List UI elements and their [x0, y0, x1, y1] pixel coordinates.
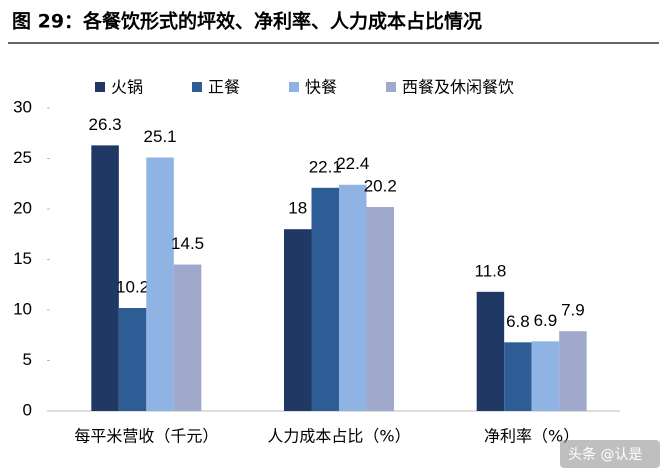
legend-swatch	[289, 82, 299, 92]
bar	[311, 187, 339, 411]
value-label: 25.1	[144, 127, 177, 146]
legend-swatch	[95, 82, 105, 92]
chart-title: 图 29：各餐饮形式的坪效、净利率、人力成本占比情况	[12, 10, 482, 33]
bar	[146, 157, 174, 411]
legend-label: 西餐及休闲餐饮	[402, 78, 514, 97]
legend-swatch	[386, 82, 396, 92]
legend-swatch	[192, 82, 202, 92]
y-tick-label: 5	[23, 350, 32, 369]
y-tick-label: 0	[23, 400, 32, 419]
bar	[504, 342, 532, 411]
value-label: 11.8	[475, 261, 507, 280]
bar	[284, 229, 312, 411]
value-label: 22.4	[336, 154, 369, 173]
y-tick-label: 15	[13, 249, 32, 268]
bar	[366, 206, 394, 411]
x-tick-label: 净利率（%）	[484, 427, 579, 446]
value-label: 26.3	[89, 115, 122, 134]
bar	[91, 145, 119, 411]
bar	[118, 307, 147, 411]
y-tick-label: 25	[13, 148, 32, 167]
value-label: 14.5	[171, 234, 204, 253]
bar	[559, 331, 587, 411]
y-tick-label: 30	[13, 97, 32, 116]
x-tick-label: 人力成本占比（%）	[267, 427, 410, 446]
y-tick-label: 10	[13, 299, 32, 318]
value-label: 20.2	[364, 176, 397, 195]
value-label: 6.9	[534, 311, 558, 330]
watermark: 头条 @认是	[568, 446, 642, 463]
watermark-bg	[560, 440, 660, 468]
legend-label: 火锅	[111, 78, 143, 97]
legend-label: 快餐	[305, 78, 337, 97]
bar	[476, 291, 505, 411]
legend-label: 正餐	[208, 78, 240, 97]
value-label: 7.9	[561, 301, 585, 320]
value-label: 6.8	[506, 312, 530, 331]
value-label: 22.1	[309, 157, 342, 176]
x-tick-label: 每平米营收（千元）	[74, 427, 218, 446]
y-tick-label: 20	[13, 198, 32, 217]
bar	[339, 184, 367, 411]
bar	[531, 341, 560, 411]
value-label: 18	[288, 199, 307, 218]
bar	[173, 264, 202, 411]
value-label: 10.2	[116, 277, 149, 296]
